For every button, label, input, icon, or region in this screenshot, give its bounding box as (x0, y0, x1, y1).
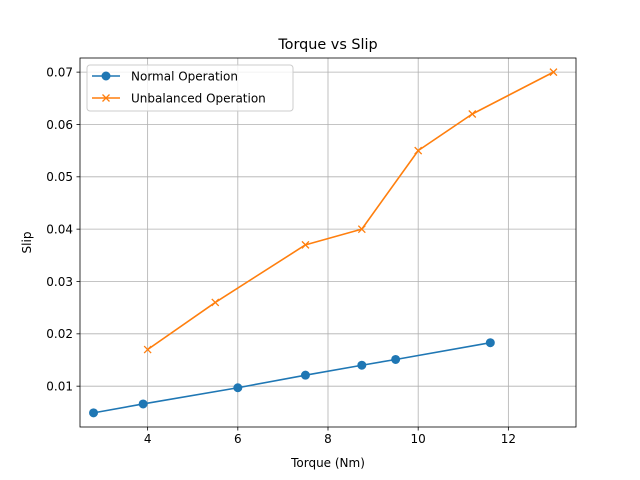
legend-label: Normal Operation (131, 69, 238, 83)
data-point (89, 408, 99, 418)
x-tick-label: 6 (234, 432, 242, 446)
data-point (233, 383, 243, 393)
legend: Normal Operation Unbalanced Operation (86, 64, 294, 112)
y-axis-ticks: 0.01 0.02 0.03 0.04 0.05 0.06 0.07 (46, 65, 80, 393)
y-tick-label: 0.03 (46, 275, 73, 289)
x-tick-label: 8 (324, 432, 332, 446)
data-point (301, 240, 310, 249)
data-point (300, 370, 310, 380)
y-tick-label: 0.01 (46, 379, 73, 393)
series-0 (89, 338, 495, 418)
data-point (414, 146, 423, 155)
y-tick-label: 0.05 (46, 170, 73, 184)
data-point (485, 338, 495, 348)
data-point (211, 298, 220, 307)
chart-title: Torque vs Slip (277, 37, 377, 53)
y-tick-label: 0.04 (46, 222, 73, 236)
y-tick-label: 0.07 (46, 65, 73, 79)
data-point (357, 360, 367, 370)
data-point (357, 225, 366, 234)
x-tick-label: 12 (501, 432, 516, 446)
y-tick-label: 0.06 (46, 118, 73, 132)
legend-label: Unbalanced Operation (131, 91, 266, 105)
x-tick-label: 4 (144, 432, 152, 446)
data-point (143, 345, 152, 354)
x-axis-label: Torque (Nm) (290, 456, 365, 470)
data-point (549, 68, 558, 77)
legend-entry: Normal Operation (92, 69, 238, 83)
data-point (138, 399, 148, 409)
x-axis-ticks: 4 6 8 10 12 (144, 427, 516, 446)
y-axis-label: Slip (20, 232, 34, 254)
series-1 (143, 68, 558, 354)
x-tick-label: 10 (411, 432, 426, 446)
legend-marker (101, 71, 111, 81)
data-point (391, 354, 401, 364)
legend-marker (102, 94, 110, 102)
data-point (468, 110, 477, 118)
legend-box (86, 64, 294, 112)
series-layer (89, 68, 558, 418)
y-tick-label: 0.02 (46, 327, 73, 341)
legend-entry: Unbalanced Operation (92, 91, 266, 105)
grid (80, 58, 576, 427)
